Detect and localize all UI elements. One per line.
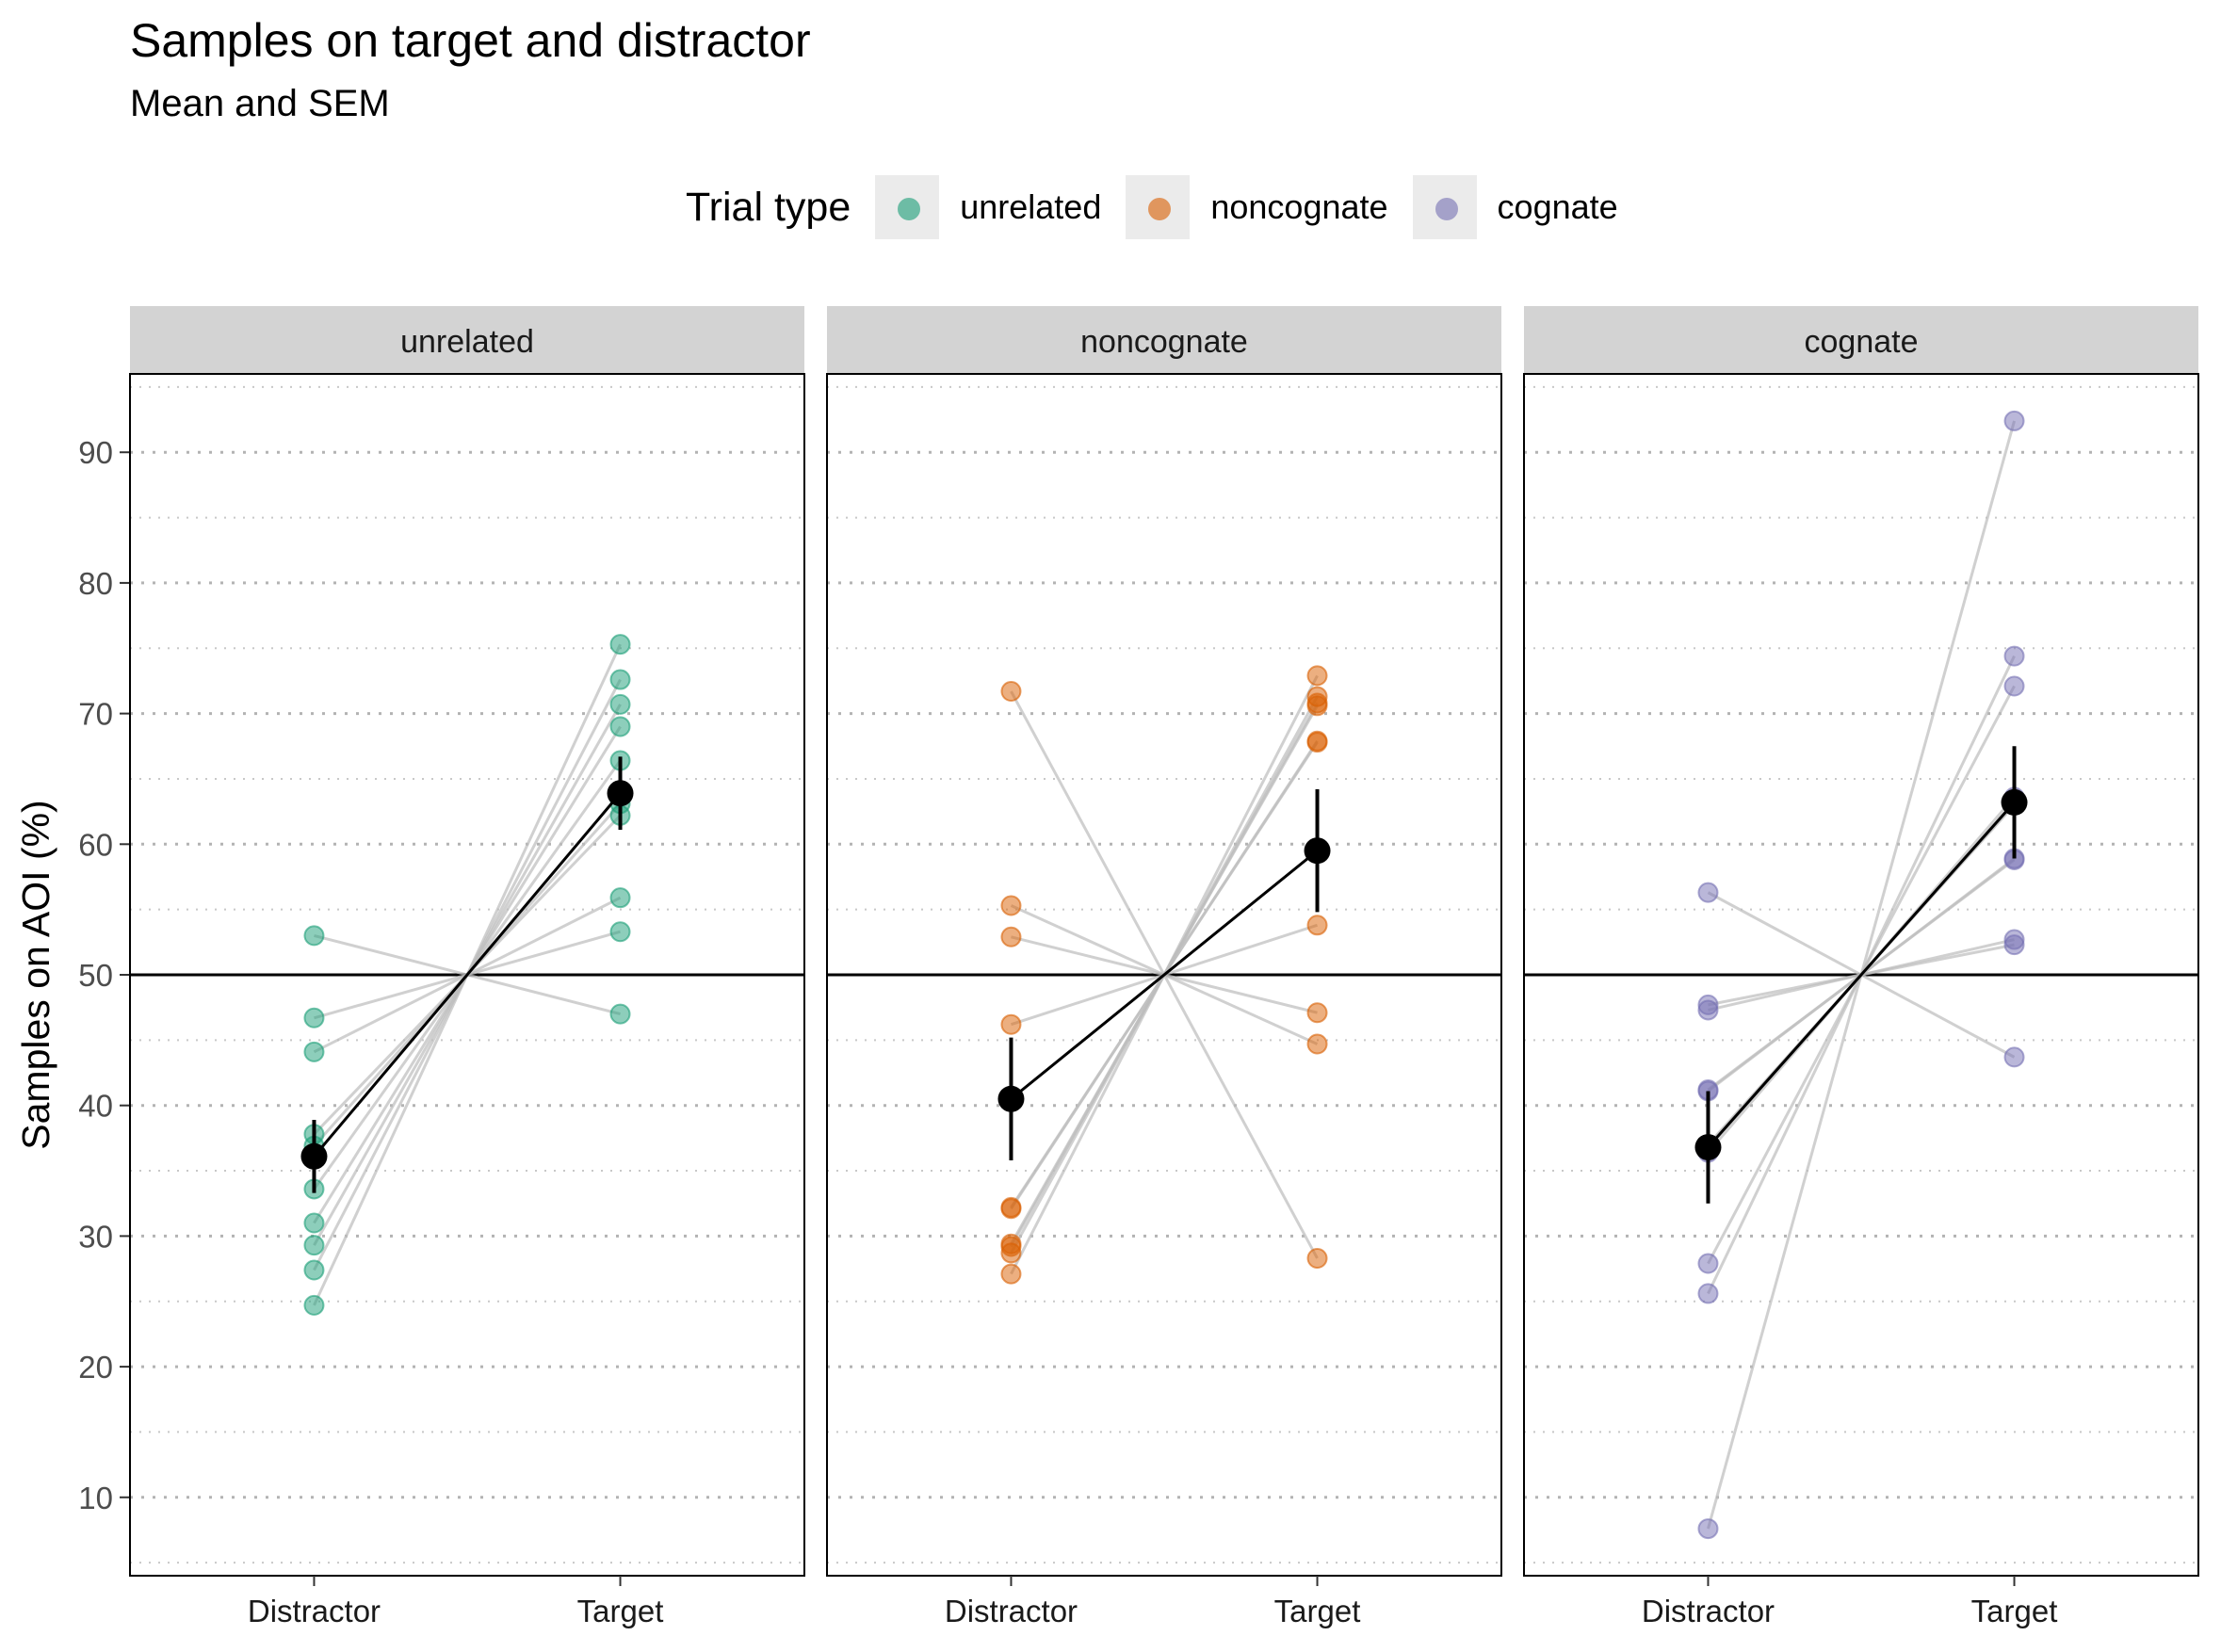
distractor-point: [1000, 1013, 1022, 1035]
x-tick-label: Target: [1274, 1594, 1361, 1628]
panel-strip: [827, 306, 1501, 374]
panel-border: [129, 373, 805, 1577]
distractor-point: [303, 1294, 325, 1316]
distractor-point: [1697, 1253, 1719, 1274]
target-point: [2003, 929, 2025, 950]
mean-line: [313, 792, 622, 1158]
distractor-point: [303, 1041, 325, 1062]
x-tick-label: Target: [1971, 1594, 2058, 1628]
target-point: [609, 921, 631, 943]
target-point: [2003, 410, 2025, 431]
mean-point: [1304, 837, 1331, 865]
y-tick-label: 90: [78, 435, 113, 470]
target-point: [1306, 1002, 1328, 1024]
distractor-point: [1000, 1242, 1022, 1264]
target-point: [2003, 645, 2025, 667]
distractor-point: [1000, 1263, 1022, 1285]
distractor-point: [1697, 1518, 1719, 1540]
distractor-point: [1000, 681, 1022, 703]
distractor-point: [1697, 882, 1719, 903]
legend-item-noncognate: noncognate: [1126, 175, 1388, 239]
target-point: [609, 669, 631, 690]
panel-strip: [1524, 306, 2198, 374]
distractor-point: [303, 1007, 325, 1028]
panel-strip-label: cognate: [1805, 324, 1919, 360]
target-point: [609, 1003, 631, 1025]
distractor-point: [303, 1259, 325, 1281]
y-tick-label: 10: [78, 1481, 113, 1515]
legend-label-unrelated: unrelated: [960, 187, 1102, 226]
target-point: [2003, 675, 2025, 697]
legend: Trial type unrelated noncognate cognate: [686, 174, 1643, 240]
panel-border: [826, 373, 1502, 1577]
legend-item-unrelated: unrelated: [875, 175, 1101, 239]
x-tick-label: Distractor: [248, 1594, 381, 1628]
mean-point: [607, 780, 634, 807]
panel-strip: [130, 306, 804, 374]
panel-strip-label: unrelated: [400, 324, 534, 360]
target-point: [1306, 915, 1328, 936]
x-tick-label: Distractor: [945, 1594, 1078, 1628]
mean-point: [300, 1142, 328, 1170]
distractor-point: [303, 1212, 325, 1234]
y-tick-label: 70: [78, 697, 113, 732]
y-tick-label: 40: [78, 1089, 113, 1124]
distractor-point: [303, 1235, 325, 1256]
panel-strip-label: noncognate: [1080, 324, 1248, 360]
x-tick-label: Target: [577, 1594, 664, 1628]
panel-border: [1523, 373, 2199, 1577]
y-tick-label: 60: [78, 827, 113, 862]
target-point: [1306, 1247, 1328, 1269]
target-point: [2003, 1046, 2025, 1068]
legend-label-cognate: cognate: [1497, 187, 1618, 226]
distractor-point: [303, 925, 325, 947]
target-point: [609, 716, 631, 737]
legend-item-cognate: cognate: [1412, 175, 1618, 239]
distractor-point: [1697, 999, 1719, 1021]
legend-dot-icon: [1148, 198, 1172, 220]
legend-dot-icon: [1435, 198, 1458, 220]
mean-point: [997, 1085, 1025, 1112]
mean-point: [1694, 1134, 1722, 1161]
mean-line: [1707, 801, 2016, 1149]
x-tick-label: Distractor: [1642, 1594, 1775, 1628]
legend-title: Trial type: [686, 184, 851, 230]
distractor-point: [1000, 1198, 1022, 1220]
chart-subtitle: Mean and SEM: [130, 83, 390, 124]
y-tick-label: 20: [78, 1350, 113, 1385]
legend-dot-icon: [898, 198, 921, 220]
chart-title: Samples on target and distractor: [130, 14, 811, 67]
y-tick-label: 30: [78, 1219, 113, 1254]
y-axis-label: Samples on AOI (%): [14, 800, 57, 1149]
target-point: [609, 887, 631, 909]
target-point: [1306, 686, 1328, 707]
y-tick-label: 50: [78, 958, 113, 993]
legend-label-noncognate: noncognate: [1210, 187, 1388, 226]
distractor-point: [1000, 926, 1022, 947]
target-point: [1306, 1033, 1328, 1055]
y-tick-label: 80: [78, 566, 113, 601]
distractor-point: [1697, 1283, 1719, 1304]
legend-key-unrelated: [875, 175, 940, 239]
distractor-point: [1000, 895, 1022, 916]
legend-key-cognate: [1412, 175, 1477, 239]
target-point: [1306, 730, 1328, 752]
mean-line: [1010, 850, 1319, 1100]
target-point: [1306, 665, 1328, 687]
legend-key-noncognate: [1126, 175, 1191, 239]
target-point: [609, 634, 631, 656]
target-point: [609, 693, 631, 715]
mean-point: [2001, 788, 2028, 816]
